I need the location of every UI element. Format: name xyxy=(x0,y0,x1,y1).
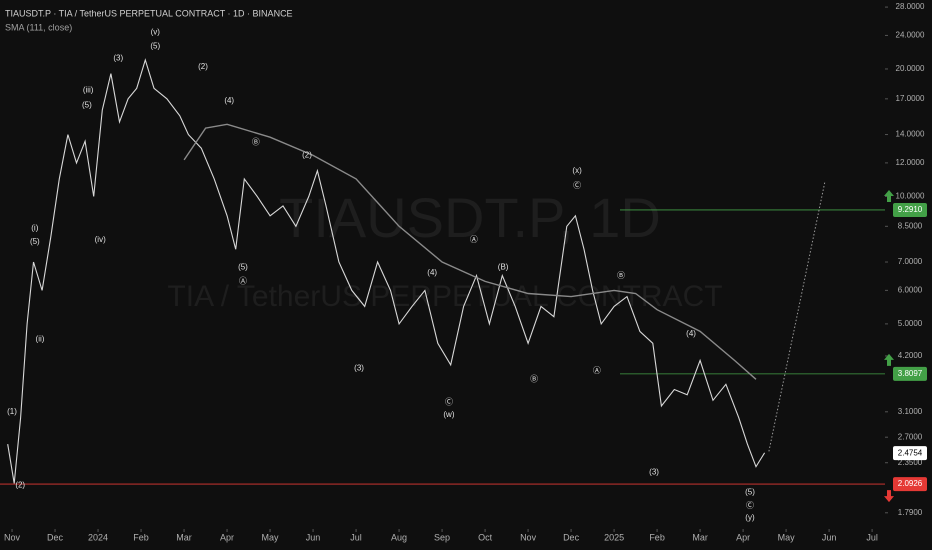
chart-title: TIAUSDT.P · TIA / TetherUS PERPETUAL CON… xyxy=(5,8,293,18)
x-tick-label: Nov xyxy=(520,532,537,542)
wave-label: (4) xyxy=(686,329,696,338)
wave-label: Ⓑ xyxy=(617,271,625,280)
wave-label: Ⓒ xyxy=(573,181,581,190)
x-tick-label: 2024 xyxy=(88,532,108,542)
wave-label: (5) xyxy=(150,42,160,51)
y-tick-label: 14.0000 xyxy=(896,130,925,139)
y-tick-label: 2.3500 xyxy=(898,458,923,467)
wave-label: (3) xyxy=(113,53,123,62)
wave-label: Ⓑ xyxy=(530,374,538,383)
wave-label: (v) xyxy=(151,28,161,37)
y-tick-label: 4.2000 xyxy=(898,351,923,360)
wave-label: (5) xyxy=(238,262,248,271)
price-tag-label: 3.8097 xyxy=(898,369,923,378)
arrow-down xyxy=(884,490,894,503)
wave-label: (3) xyxy=(649,467,659,476)
wave-label: Ⓐ xyxy=(470,235,478,244)
wave-label: Ⓑ xyxy=(252,138,260,147)
y-tick-label: 28.0000 xyxy=(896,2,925,11)
sma-line xyxy=(183,123,757,380)
x-tick-label: Mar xyxy=(176,532,192,542)
price-tag-label: 2.4754 xyxy=(898,448,923,457)
x-tick-label: 2025 xyxy=(604,532,624,542)
x-tick-label: Feb xyxy=(133,532,149,542)
wave-label: (2) xyxy=(15,480,25,489)
y-tick-label: 10.0000 xyxy=(896,192,925,201)
wave-label: Ⓐ xyxy=(593,366,601,375)
wave-label: (iii) xyxy=(83,85,94,94)
watermark-subtitle: TIA / TetherUS PERPETUAL CONTRACT xyxy=(167,280,722,313)
x-tick-label: May xyxy=(262,532,280,542)
wave-label: (5) xyxy=(82,101,92,110)
price-tag-label: 2.0926 xyxy=(898,479,923,488)
x-tick-label: Apr xyxy=(736,532,750,542)
price-tag xyxy=(893,477,927,492)
price-tag xyxy=(893,446,927,461)
wave-label: (ii) xyxy=(36,334,45,343)
y-tick-label: 5.0000 xyxy=(898,319,923,328)
projection-line xyxy=(768,182,826,452)
price-line xyxy=(7,58,766,484)
y-tick-label: 6.0000 xyxy=(898,285,923,294)
x-tick-label: Jun xyxy=(822,532,837,542)
watermark: TIAUSDT.P, 1D xyxy=(279,186,661,249)
y-tick-label: 20.0000 xyxy=(896,64,925,73)
price-tag xyxy=(893,202,927,217)
arrow-up xyxy=(884,353,894,366)
wave-label: Ⓒ xyxy=(746,501,754,510)
y-tick-label: 12.0000 xyxy=(896,158,925,167)
wave-label: (4) xyxy=(224,96,234,105)
x-tick-label: Oct xyxy=(478,532,493,542)
x-tick-label: May xyxy=(778,532,796,542)
x-tick-label: Jul xyxy=(350,532,362,542)
wave-label: (w) xyxy=(443,410,454,419)
wave-label: (i) xyxy=(31,224,38,233)
y-tick-label: 1.7900 xyxy=(898,508,923,517)
y-tick-label: 2.7000 xyxy=(898,432,923,441)
y-tick-label: 24.0000 xyxy=(896,31,925,40)
wave-label: (B) xyxy=(498,262,509,271)
wave-label: (4) xyxy=(427,268,437,277)
x-tick-label: Sep xyxy=(434,532,450,542)
wave-label: (2) xyxy=(198,62,208,71)
x-tick-label: Dec xyxy=(563,532,580,542)
y-tick-label: 17.0000 xyxy=(896,94,925,103)
wave-label: (iv) xyxy=(95,235,106,244)
x-tick-label: Feb xyxy=(649,532,665,542)
wave-label: (x) xyxy=(572,166,582,175)
price-tag-label: 9.2910 xyxy=(898,205,923,214)
x-tick-label: Dec xyxy=(47,532,64,542)
x-tick-label: Jun xyxy=(306,532,321,542)
x-tick-label: Nov xyxy=(4,532,21,542)
wave-label: (3) xyxy=(354,363,364,372)
wave-label: (2) xyxy=(302,151,312,160)
y-tick-label: 3.1000 xyxy=(898,407,923,416)
arrow-up xyxy=(884,189,894,202)
x-tick-label: Apr xyxy=(220,532,234,542)
wave-label: Ⓒ xyxy=(445,398,453,407)
x-tick-label: Jul xyxy=(866,532,878,542)
price-tag xyxy=(893,366,927,381)
wave-label: (5) xyxy=(30,237,40,246)
x-tick-label: Aug xyxy=(391,532,407,542)
wave-label: (y) xyxy=(745,513,755,522)
indicator-label: SMA (111, close) xyxy=(5,22,72,32)
wave-label: Ⓐ xyxy=(239,276,247,285)
wave-label: (5) xyxy=(745,487,755,496)
y-tick-label: 7.0000 xyxy=(898,257,923,266)
x-tick-label: Mar xyxy=(692,532,708,542)
y-tick-label: 8.5000 xyxy=(898,221,923,230)
wave-label: (1) xyxy=(7,407,17,416)
